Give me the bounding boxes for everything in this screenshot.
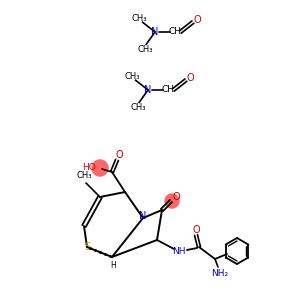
Text: N: N — [151, 27, 159, 37]
Text: CH₃: CH₃ — [124, 72, 140, 81]
Text: CH₃: CH₃ — [130, 103, 146, 112]
Text: O: O — [193, 15, 201, 25]
Text: CH: CH — [162, 85, 175, 94]
Text: N: N — [144, 85, 152, 95]
Text: N: N — [139, 211, 147, 221]
Text: CH: CH — [169, 28, 182, 37]
Text: S: S — [84, 242, 90, 252]
Text: H: H — [110, 260, 116, 269]
Text: NH: NH — [172, 248, 186, 256]
Text: CH₃: CH₃ — [76, 172, 92, 181]
Text: O: O — [186, 73, 194, 83]
Circle shape — [165, 194, 179, 208]
Text: CH₃: CH₃ — [131, 14, 147, 23]
Circle shape — [92, 160, 108, 176]
Text: CH₃: CH₃ — [137, 46, 153, 55]
Text: HO: HO — [82, 164, 96, 172]
Text: NH₂: NH₂ — [212, 268, 229, 278]
Text: O: O — [172, 192, 180, 202]
Text: O: O — [192, 225, 200, 235]
Text: O: O — [115, 150, 123, 160]
